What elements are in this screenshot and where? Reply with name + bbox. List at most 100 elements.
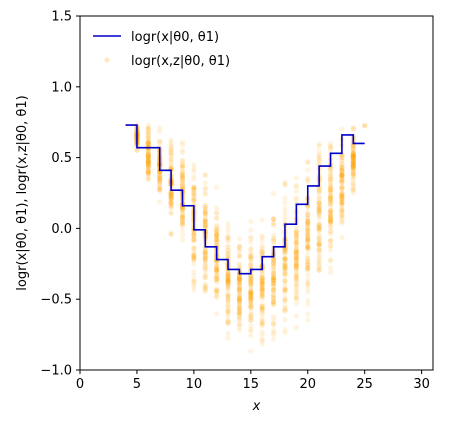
- scatter-point: [259, 288, 265, 295]
- scatter-point: [305, 218, 311, 224]
- scatter-point: [157, 179, 163, 186]
- scatter-point: [191, 245, 197, 252]
- scatter-point: [145, 127, 151, 133]
- scatter-point: [270, 277, 277, 283]
- scatter-point: [316, 203, 322, 210]
- scatter-point: [202, 250, 208, 257]
- scatter-point: [248, 283, 254, 289]
- scatter-point: [305, 258, 311, 264]
- scatter-point: [282, 307, 288, 314]
- scatter-point: [305, 232, 311, 238]
- scatter-point: [179, 171, 186, 177]
- scatter-point: [305, 266, 311, 272]
- scatter-point: [339, 168, 345, 174]
- scatter-point: [305, 218, 311, 224]
- scatter-point: [191, 253, 197, 259]
- scatter-point: [179, 177, 186, 184]
- scatter-point: [293, 248, 299, 254]
- scatter-point: [179, 162, 186, 168]
- scatter-point: [145, 176, 151, 182]
- scatter-point: [350, 155, 356, 161]
- scatter-point: [225, 276, 231, 283]
- scatter-point: [305, 221, 311, 227]
- scatter-point: [168, 191, 174, 197]
- scatter-point: [339, 195, 345, 201]
- scatter-point: [202, 210, 208, 217]
- scatter-point: [305, 244, 311, 250]
- scatter-point: [305, 175, 311, 181]
- scatter-point: [270, 264, 277, 270]
- scatter-point: [145, 135, 151, 141]
- scatter-point: [179, 220, 186, 226]
- x-tick-label: 15: [243, 377, 260, 392]
- scatter-point: [168, 152, 174, 159]
- scatter-point: [350, 167, 356, 173]
- scatter-point: [339, 172, 345, 178]
- scatter-point: [236, 295, 243, 301]
- scatter-point: [145, 139, 151, 145]
- scatter-point: [339, 190, 345, 196]
- scatter-point: [248, 296, 254, 302]
- scatter-point: [339, 212, 345, 218]
- scatter-point: [236, 248, 243, 254]
- scatter-point: [305, 311, 311, 317]
- scatter-point: [282, 248, 288, 254]
- scatter-point: [339, 176, 345, 182]
- scatter-point: [270, 288, 277, 294]
- scatter-point: [305, 228, 311, 235]
- scatter-point: [157, 187, 163, 193]
- scatter-point: [145, 139, 151, 146]
- scatter-point: [248, 299, 254, 305]
- scatter-point: [236, 286, 243, 292]
- scatter-point: [236, 281, 243, 287]
- scatter-point: [339, 192, 345, 198]
- scatter-point: [179, 176, 186, 183]
- scatter-point: [339, 185, 345, 192]
- scatter-point: [168, 150, 174, 156]
- scatter-point: [236, 298, 243, 304]
- scatter-point: [327, 189, 334, 196]
- scatter-point: [270, 257, 277, 264]
- scatter-point: [270, 216, 277, 222]
- scatter-point: [305, 167, 311, 173]
- scatter-point: [248, 294, 254, 300]
- scatter-point: [270, 278, 277, 285]
- scatter-point: [316, 210, 322, 216]
- scatter-point: [225, 330, 231, 336]
- scatter-point: [305, 218, 311, 224]
- scatter-point: [191, 232, 197, 238]
- scatter-point: [339, 173, 345, 179]
- scatter-point: [168, 164, 174, 170]
- scatter-point: [248, 295, 254, 301]
- scatter-point: [282, 255, 288, 261]
- scatter-point: [270, 216, 277, 222]
- scatter-point: [339, 198, 345, 204]
- scatter-point: [305, 255, 311, 262]
- scatter-point: [259, 233, 265, 239]
- scatter-point: [236, 253, 243, 259]
- scatter-point: [236, 306, 243, 312]
- scatter-point: [316, 208, 322, 215]
- scatter-point: [214, 223, 220, 230]
- scatter-point: [282, 200, 288, 206]
- scatter-point: [179, 169, 186, 175]
- scatter-point: [145, 152, 151, 158]
- scatter-point: [214, 232, 220, 238]
- scatter-point: [316, 241, 322, 247]
- scatter-point: [327, 196, 334, 202]
- scatter-point: [168, 199, 174, 205]
- scatter-point: [236, 297, 243, 303]
- scatter-point: [339, 167, 345, 173]
- scatter-point: [327, 207, 334, 213]
- scatter-point: [168, 190, 174, 197]
- scatter-point: [214, 240, 220, 246]
- scatter-point: [179, 161, 186, 167]
- scatter-point: [168, 190, 174, 196]
- scatter-point: [191, 261, 197, 267]
- scatter-point: [339, 218, 345, 225]
- scatter-point: [259, 302, 265, 308]
- scatter-point: [282, 286, 288, 292]
- scatter-point: [305, 267, 311, 273]
- scatter-point: [316, 258, 322, 264]
- scatter-point: [327, 145, 334, 151]
